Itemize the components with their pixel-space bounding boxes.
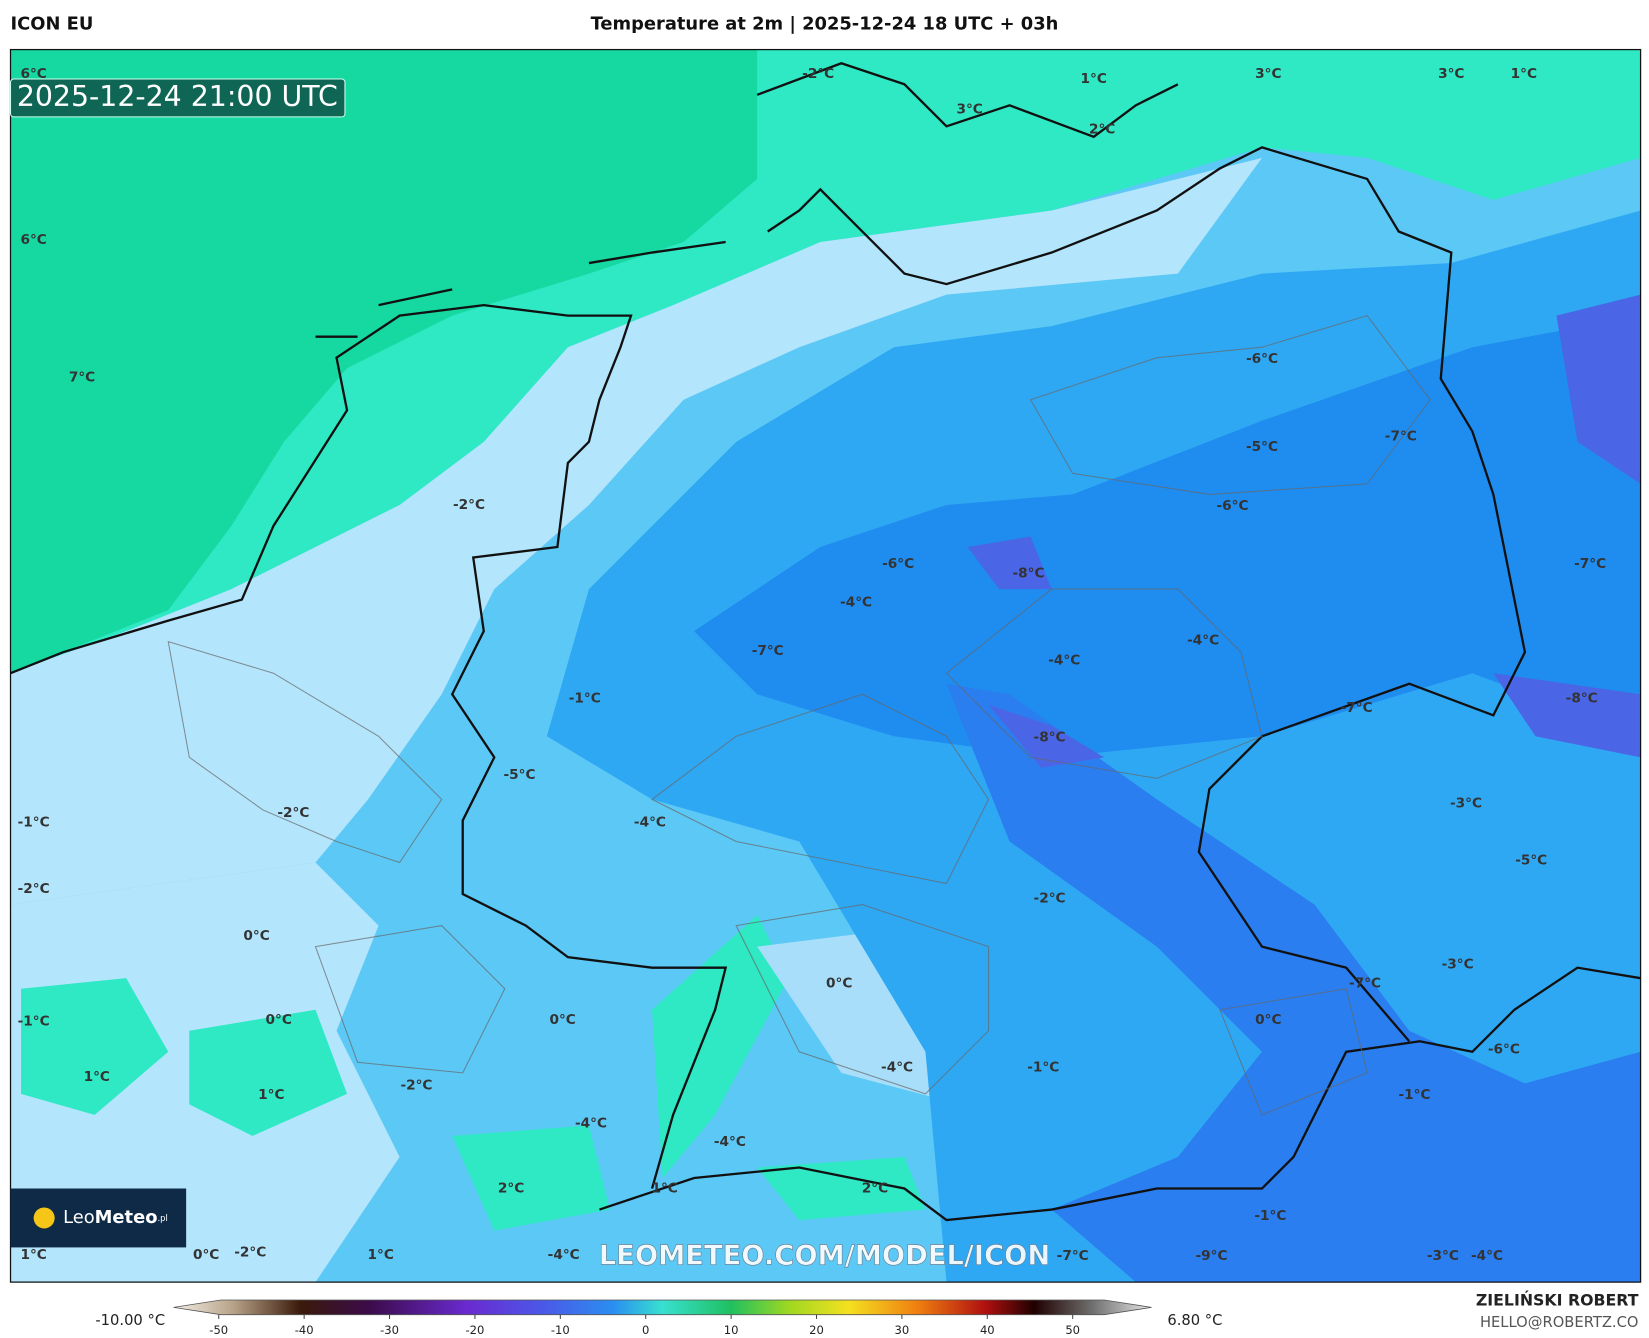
temperature-label: 3°C [1438, 66, 1464, 82]
temperature-label: -4°C [575, 1115, 607, 1131]
temperature-label: -2°C [1034, 890, 1066, 906]
colorbar-tick-label: -20 [465, 1323, 484, 1337]
temperature-label: -4°C [1187, 633, 1219, 649]
temperature-label: -4°C [548, 1247, 580, 1263]
temperature-label: -8°C [1013, 565, 1045, 581]
colorbar-tick-label: 30 [895, 1323, 910, 1337]
temperature-label: 0°C [1255, 1012, 1281, 1028]
temperature-label: -8°C [1034, 729, 1066, 745]
title: Temperature at 2m | 2025-12-24 18 UTC + … [591, 13, 1059, 34]
colorbar-tick-label: 0 [642, 1323, 649, 1337]
logo-sun [33, 1207, 55, 1229]
temperature-label: -6°C [1488, 1042, 1520, 1058]
colorbar-tick-label: 50 [1065, 1323, 1080, 1337]
temperature-label: -2°C [234, 1245, 266, 1261]
temperature-label: 6°C [20, 66, 46, 82]
temperature-label: 1°C [20, 1247, 46, 1263]
colorbar-tick-label: 40 [980, 1323, 995, 1337]
temperature-label: -7°C [752, 643, 784, 659]
temperature-label: 7°C [69, 370, 95, 386]
temperature-label: 1°C [651, 1181, 677, 1197]
email: HELLO@ROBERTZ.CO [1480, 1314, 1639, 1331]
temperature-label: -4°C [881, 1060, 913, 1076]
colorbar-min: -10.00 °C [95, 1312, 165, 1329]
temperature-label: -1°C [1254, 1208, 1286, 1224]
colorbar-tick-label: 10 [724, 1323, 739, 1337]
temperature-label: 0°C [193, 1247, 219, 1263]
temperature-label: -7°C [1385, 429, 1417, 445]
colorbar-tick-label: -40 [295, 1323, 314, 1337]
map [10, 49, 1641, 1283]
temperature-label: -2°C [18, 881, 50, 897]
temperature-label: 6°C [20, 232, 46, 248]
temperature-labels: 6°C 6°C 7°C -2°C 3°C 1°C 2°C 3°C 3°C 1°C -6°C -5°C -… [18, 66, 1606, 1264]
logo: LeoMeteo.pl [63, 1207, 168, 1228]
temperature-label: -1°C [1398, 1087, 1430, 1103]
temperature-label: -9°C [1195, 1248, 1227, 1264]
timestamp: 2025-12-24 21:00 UTC [17, 80, 338, 113]
temperature-label: -7°C [1574, 556, 1606, 572]
temperature-label: -5°C [504, 767, 536, 783]
author: ZIELIŃSKI ROBERT [1476, 1291, 1639, 1310]
temperature-label: -7°C [1349, 975, 1381, 991]
temperature-label: 2°C [1089, 121, 1115, 137]
temperature-label: 0°C [826, 975, 852, 991]
temperature-label: -7°C [1341, 700, 1373, 716]
temperature-label: -6°C [1246, 351, 1278, 367]
temperature-label: -6°C [1217, 498, 1249, 514]
colorbar-tick-label: -50 [209, 1323, 228, 1337]
temperature-label: -1°C [18, 815, 50, 831]
temperature-label: 2°C [862, 1181, 888, 1197]
temperature-label: -8°C [1566, 690, 1598, 706]
logo-name: Meteo [95, 1207, 158, 1228]
temperature-label: -4°C [1471, 1248, 1503, 1264]
logo-suffix: .pl [157, 1212, 167, 1222]
colorbar-tick-label: -10 [551, 1323, 570, 1337]
temperature-label: 1°C [368, 1247, 394, 1263]
colorbar-max: 6.80 °C [1167, 1312, 1222, 1329]
temperature-label: -6°C [882, 556, 914, 572]
temperature-label: 3°C [956, 102, 982, 118]
temperature-label: -2°C [453, 497, 485, 513]
colorbar-tick-label: -30 [380, 1323, 399, 1337]
temperature-label: 0°C [549, 1012, 575, 1028]
temperature-label: -4°C [634, 815, 666, 831]
temperature-label: 0°C [266, 1012, 292, 1028]
temperature-label: -4°C [1048, 653, 1080, 669]
temperature-label: -1°C [569, 690, 601, 706]
temperature-label: 1°C [1081, 71, 1107, 87]
temperature-label: 1°C [1511, 66, 1537, 82]
temperature-label: -2°C [277, 805, 309, 821]
temperature-label: -4°C [840, 595, 872, 611]
temperature-label: 3°C [1255, 66, 1281, 82]
temperature-label: -1°C [18, 1013, 50, 1029]
colorbar [173, 1299, 1152, 1316]
temperature-label: 0°C [243, 928, 269, 944]
watermark: LEOMETEO.COM/MODEL/ICON [599, 1240, 1050, 1271]
temperature-label: -5°C [1246, 439, 1278, 455]
timestamp-box [9, 78, 346, 118]
temperature-label: -7°C [1057, 1248, 1089, 1264]
temperature-label: -1°C [1027, 1060, 1059, 1076]
temperature-label: -2°C [802, 66, 834, 82]
temperature-label: 1°C [84, 1069, 110, 1085]
temperature-label: -2°C [400, 1077, 432, 1093]
colorbar-tick-label: 20 [809, 1323, 824, 1337]
temperature-label: -3°C [1442, 957, 1474, 973]
map-frame [9, 48, 1642, 1283]
temperature-label: 2°C [498, 1181, 524, 1197]
temperature-label: -4°C [714, 1134, 746, 1150]
temperature-label: -3°C [1427, 1248, 1459, 1264]
temperature-label: 1°C [258, 1087, 284, 1103]
temperature-label: -3°C [1450, 796, 1482, 812]
model-name: ICON EU [11, 13, 94, 34]
logo-prefix: Leo [63, 1207, 95, 1228]
temperature-label: -5°C [1515, 852, 1547, 868]
colorbar-ticks: -50 -40 -30 -20 -10 0 10 20 30 40 50 [209, 1314, 1080, 1337]
